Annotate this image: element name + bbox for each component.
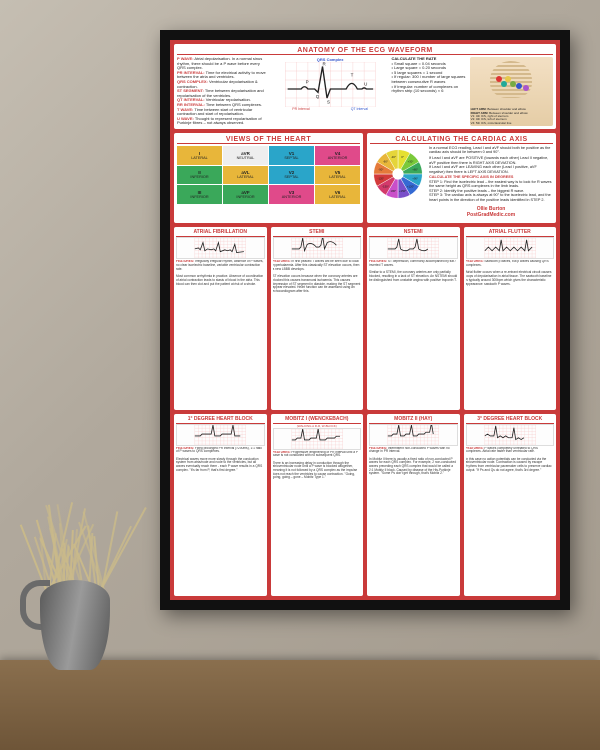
anatomy-title: ANATOMY OF THE ECG WAVEFORM	[177, 47, 553, 55]
panel-axis: CALCULATING THE CARDIAC AXIS 0° +30° +60° +…	[367, 133, 556, 224]
def-u-wave: U WAVE: Thought to represent repolarisat…	[177, 117, 269, 126]
view-V5: V5LATERAL	[315, 166, 360, 185]
svg-text:Q: Q	[316, 94, 320, 99]
svg-text:+30°: +30°	[408, 159, 414, 163]
poster-frame: ANATOMY OF THE ECG WAVEFORM P WAVE: Atri…	[160, 30, 570, 610]
svg-text:T: T	[350, 73, 353, 78]
svg-text:-60°: -60°	[383, 159, 388, 163]
view-V4: V4ANTERIOR	[315, 146, 360, 165]
panel-anatomy: ANATOMY OF THE ECG WAVEFORM P WAVE: Atri…	[174, 44, 556, 129]
view-III: IIIINFERIOR	[177, 185, 222, 204]
credit-box: Ollie Burton PostGradMedic.com	[429, 204, 553, 220]
svg-text:-90°: -90°	[378, 167, 383, 171]
wave-definitions: P WAVE: Atrial depolarisation. In a norm…	[177, 57, 269, 126]
svg-text:S: S	[327, 100, 330, 105]
views-grid: ILATERALaVRNEUTRALV1SEPTALV4ANTERIOR IIIN…	[177, 146, 360, 204]
cond-3-degree-heart-block: 3° DEGREE HEART BLOCKFEATURES: P waves c…	[464, 414, 557, 596]
axis-wheel: 0° +30° +60° +90° +120°+150°180°-150° -120° -9…	[370, 146, 426, 202]
view-aVL: aVLLATERAL	[223, 166, 268, 185]
svg-text:-120°: -120°	[378, 176, 385, 180]
rate-calc: CALCULATE THE RATE • Small square = 0.04…	[392, 57, 467, 126]
view-II: IIINFERIOR	[177, 166, 222, 185]
svg-text:P: P	[305, 79, 308, 84]
svg-text:0°: 0°	[401, 155, 404, 159]
label-qt-interval: QT Interval	[351, 107, 368, 111]
cond-1-degree-heart-block: 1° DEGREE HEART BLOCKFEATURES: Fixed pro…	[174, 414, 267, 596]
svg-text:U: U	[364, 82, 367, 87]
view-V3: V3ANTERIOR	[269, 185, 314, 204]
cond-nstemi: NSTEMIFEATURES: ST depression, commonly …	[367, 227, 460, 409]
cond-stemi: STEMIFEATURES: In first peaked T waves w…	[271, 227, 364, 409]
svg-text:-30°: -30°	[391, 155, 396, 159]
wooden-shelf	[0, 660, 600, 750]
svg-text:+150°: +150°	[399, 189, 406, 193]
view-V1: V1SEPTAL	[269, 146, 314, 165]
view-V6: V6LATERAL	[315, 185, 360, 204]
svg-text:180°: 180°	[391, 189, 397, 193]
panel-views: VIEWS OF THE HEART ILATERALaVRNEUTRALV1S…	[174, 133, 363, 224]
def-p-wave: P WAVE: Atrial depolarisation. In a norm…	[177, 57, 269, 71]
axis-text: In a normal ECG reading, Lead I and aVF …	[429, 146, 553, 221]
cond-mobitz-i-wenckebach-: MOBITZ I (WENCKEBACH)(WALKING A R-R, W-B…	[271, 414, 364, 596]
view-V2: V2SEPTAL	[269, 166, 314, 185]
cond-mobitz-ii-hay-: MOBITZ II (HAY)FEATURES: Intermittent no…	[367, 414, 460, 596]
ecg-poster: ANATOMY OF THE ECG WAVEFORM P WAVE: Atri…	[170, 40, 560, 600]
axis-title: CALCULATING THE CARDIAC AXIS	[370, 136, 553, 144]
svg-text:+90°: +90°	[412, 176, 418, 180]
svg-text:+120°: +120°	[407, 184, 414, 188]
label-pr-interval: PR Interval	[292, 107, 309, 111]
decorative-vase	[25, 530, 125, 670]
views-title: VIEWS OF THE HEART	[177, 136, 360, 144]
cond-atrial-fibrillation: ATRIAL FIBRILLATIONFEATURES: Irregularly…	[174, 227, 267, 409]
cond-atrial-flutter: ATRIAL FLUTTERFEATURES: Sawtooth p waves…	[464, 227, 557, 409]
view-aVR: aVRNEUTRAL	[223, 146, 268, 165]
lead-placement: LEFT ARM: Between shoulder and elbow RIG…	[470, 57, 553, 126]
svg-text:-150°: -150°	[382, 184, 389, 188]
conditions-row-2: 1° DEGREE HEART BLOCKFEATURES: Fixed pro…	[174, 414, 556, 596]
ecg-waveform-diagram: QRS Complex P R Q S T U	[272, 57, 389, 126]
view-I: ILATERAL	[177, 146, 222, 165]
view-aVF: aVFINFERIOR	[223, 185, 268, 204]
svg-text:+60°: +60°	[412, 167, 418, 171]
conditions-row-1: ATRIAL FIBRILLATIONFEATURES: Irregularly…	[174, 227, 556, 409]
